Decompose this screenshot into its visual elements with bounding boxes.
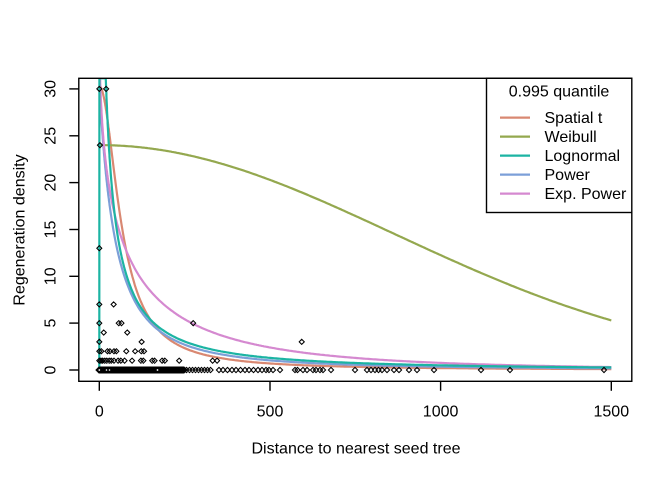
svg-text:0: 0	[95, 404, 104, 421]
svg-text:0.995 quantile: 0.995 quantile	[509, 84, 610, 101]
svg-text:0: 0	[43, 365, 60, 374]
svg-text:Regeneration density: Regeneration density	[12, 154, 29, 305]
svg-text:Spatial t: Spatial t	[545, 110, 603, 127]
svg-text:5: 5	[43, 319, 60, 328]
svg-text:10: 10	[43, 267, 60, 285]
svg-text:1500: 1500	[594, 404, 630, 421]
svg-text:Lognormal: Lognormal	[545, 148, 621, 165]
svg-text:20: 20	[43, 174, 60, 192]
svg-text:30: 30	[43, 80, 60, 98]
svg-text:Power: Power	[545, 167, 591, 184]
svg-text:Distance to nearest seed tree: Distance to nearest seed tree	[251, 441, 460, 458]
svg-text:Exp. Power: Exp. Power	[545, 186, 627, 203]
svg-text:Weibull: Weibull	[545, 129, 597, 146]
svg-text:15: 15	[43, 221, 60, 239]
svg-text:1000: 1000	[423, 404, 459, 421]
svg-text:500: 500	[257, 404, 284, 421]
svg-text:25: 25	[43, 127, 60, 145]
